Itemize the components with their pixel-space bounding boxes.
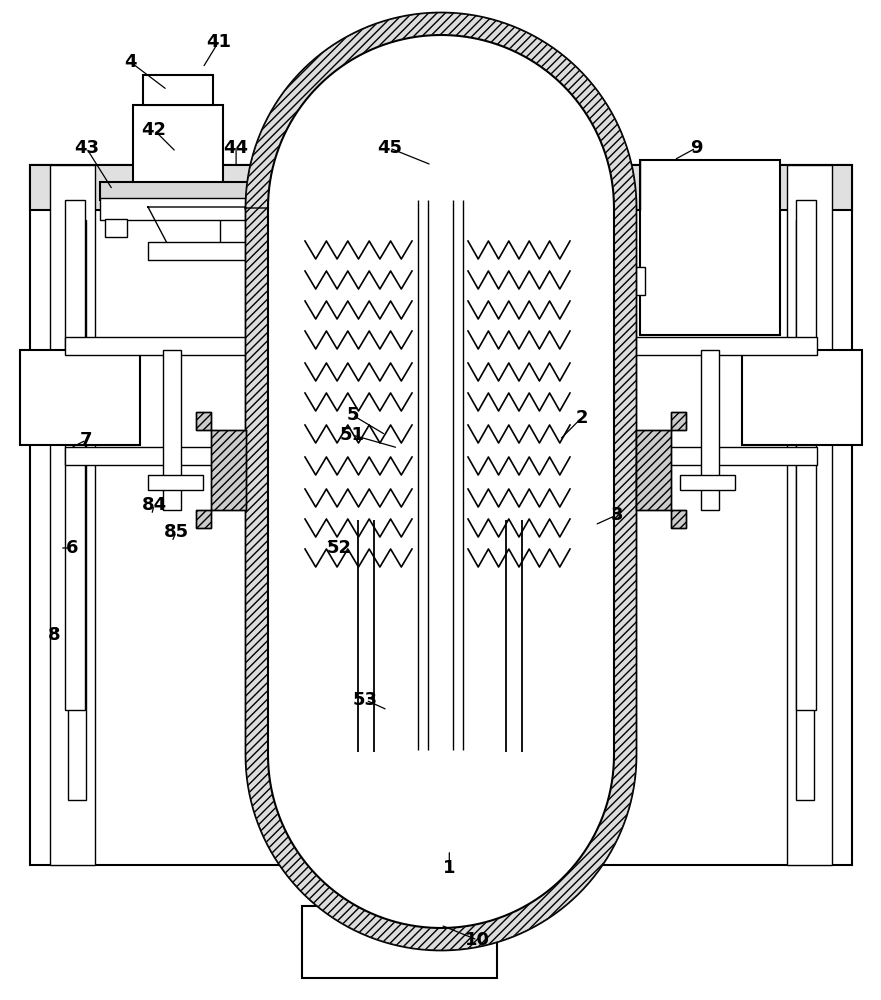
Text: 7: 7 <box>80 431 93 449</box>
Polygon shape <box>246 13 636 950</box>
Text: 4: 4 <box>124 53 137 71</box>
Bar <box>455 182 545 200</box>
Bar <box>148 475 203 490</box>
Bar <box>490 211 565 239</box>
Bar <box>105 219 127 237</box>
Bar <box>148 242 290 260</box>
Bar <box>452 160 462 320</box>
Bar <box>742 350 862 445</box>
Text: 42: 42 <box>142 121 167 139</box>
Bar <box>65 337 250 355</box>
Text: 52: 52 <box>327 539 352 557</box>
Text: 2: 2 <box>575 409 588 427</box>
Text: 10: 10 <box>465 931 490 949</box>
Bar <box>65 447 250 465</box>
Bar <box>50 165 95 865</box>
Bar <box>701 350 719 510</box>
Text: 45: 45 <box>377 139 402 157</box>
Text: 44: 44 <box>224 139 248 157</box>
Text: 84: 84 <box>142 496 167 514</box>
Bar <box>404 140 464 160</box>
Polygon shape <box>268 35 614 928</box>
Bar <box>632 337 817 355</box>
Bar <box>350 219 372 237</box>
Bar <box>100 198 460 220</box>
Bar <box>406 160 416 320</box>
Bar <box>787 165 832 865</box>
Text: 1: 1 <box>443 859 455 877</box>
Bar <box>163 350 181 510</box>
Bar <box>65 200 85 710</box>
Bar <box>490 239 605 267</box>
Bar <box>20 350 140 445</box>
Polygon shape <box>636 412 686 528</box>
Bar <box>680 475 735 490</box>
Bar <box>440 198 495 240</box>
Bar <box>30 165 852 210</box>
Bar <box>632 447 817 465</box>
Bar <box>133 105 223 200</box>
Text: 9: 9 <box>690 139 702 157</box>
Text: 5: 5 <box>346 406 359 424</box>
Polygon shape <box>246 13 636 950</box>
Text: 51: 51 <box>340 426 365 444</box>
Bar <box>248 219 270 237</box>
Bar <box>640 160 780 335</box>
Text: 8: 8 <box>48 626 61 644</box>
Text: 41: 41 <box>206 33 231 51</box>
Text: 53: 53 <box>353 691 378 709</box>
Text: 43: 43 <box>74 139 99 157</box>
Text: 85: 85 <box>164 523 189 541</box>
Polygon shape <box>148 207 290 245</box>
Bar <box>100 182 460 200</box>
Text: 3: 3 <box>611 506 623 524</box>
Polygon shape <box>196 412 246 528</box>
Bar <box>68 220 86 800</box>
Text: 6: 6 <box>66 539 78 557</box>
Bar <box>302 906 497 978</box>
Bar <box>452 198 495 220</box>
Bar <box>490 267 645 295</box>
Bar <box>796 220 814 800</box>
Bar <box>796 200 816 710</box>
Bar <box>143 75 213 105</box>
Bar <box>30 165 852 865</box>
